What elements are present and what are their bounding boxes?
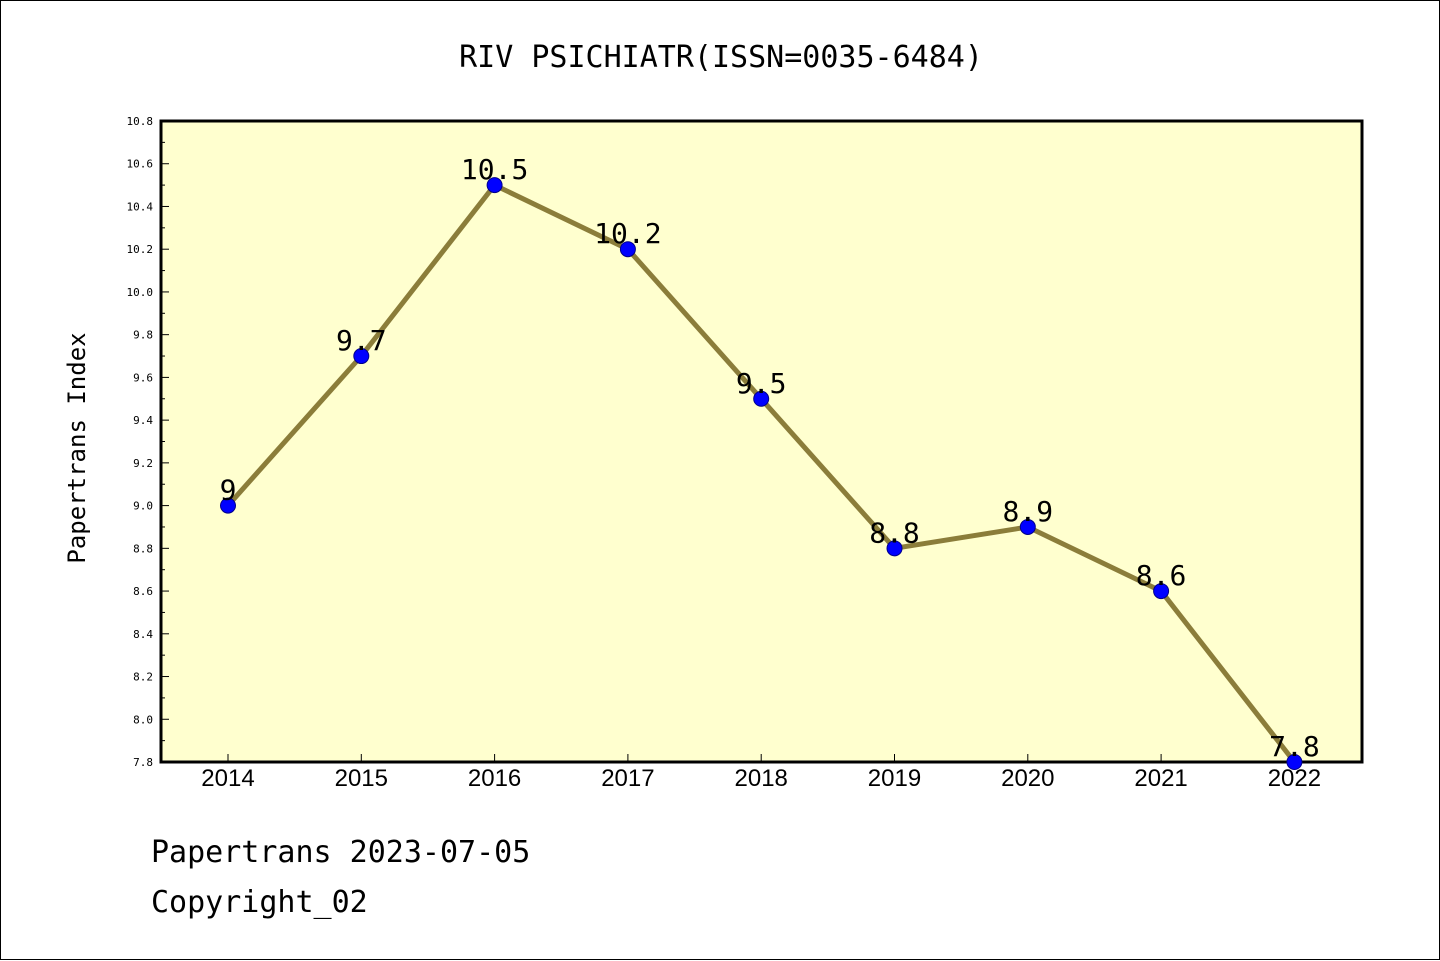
data-label: 9 [220,474,237,507]
data-point [1019,518,1036,535]
y-tick-label: 8.2 [133,671,153,684]
plot-area [159,119,1364,764]
data-point [886,540,903,557]
y-tick-label: 8.4 [133,628,153,641]
y-tick-label: 10.6 [127,158,154,171]
y-tick-label: 9.4 [133,414,153,427]
data-point [1286,754,1303,770]
x-tick-label: 2014 [201,765,254,792]
data-labels: 9 9.7 10.5 10.2 9.5 8.8 8.9 8.6 7.8 [220,153,1320,763]
x-tick-label: 2018 [735,765,788,792]
data-label: 8.9 [1003,495,1054,528]
chart-title: RIV PSICHIATR(ISSN=0035-6484) [459,40,983,75]
y-tick-label: 7.8 [133,756,153,769]
y-tick-label: 9.2 [133,457,153,470]
y-tick-label: 9.6 [133,371,153,384]
data-label: 8.8 [869,516,920,549]
y-tick-label: 8.8 [133,542,153,555]
data-point [486,177,503,194]
y-tick-label: 10.0 [127,286,154,299]
data-point [1153,583,1170,600]
y-tick-label: 10.8 [127,115,154,128]
footer-copyright-text: Copyright_02 [151,885,368,920]
data-label: 8.6 [1136,559,1187,592]
data-point [619,241,636,258]
data-point [353,348,370,365]
data-markers [220,177,1303,770]
x-tick-label: 2017 [601,765,654,792]
y-tick-label: 9.0 [133,500,153,513]
data-label: 7.8 [1269,730,1320,763]
y-tick-label: 10.4 [127,200,154,213]
data-label: 9.7 [336,324,387,357]
x-tick-label: 2021 [1134,765,1187,792]
y-axis: 7.8 8.0 8.2 8.4 8.6 8.8 9.0 9.2 9.4 9.6 9.8 10.0 10.… [127,115,169,769]
y-tick-label: 8.0 [133,713,153,726]
data-label: 10.2 [594,217,661,250]
data-point [220,497,236,514]
x-tick-label: 2020 [1001,765,1054,792]
y-tick-label: 8.6 [133,585,153,598]
data-label: 10.5 [461,153,528,186]
y-axis-label: Papertrans Index [63,332,91,563]
footer-date-text: Papertrans 2023-07-05 [151,835,531,870]
y-tick-label: 10.2 [127,243,154,256]
x-tick-label: 2019 [868,765,921,792]
y-tick-label: 9.8 [133,329,153,342]
x-tick-label: 2016 [468,765,521,792]
x-tick-label: 2015 [335,765,388,792]
data-label: 9.5 [736,367,787,400]
data-point [753,390,770,407]
